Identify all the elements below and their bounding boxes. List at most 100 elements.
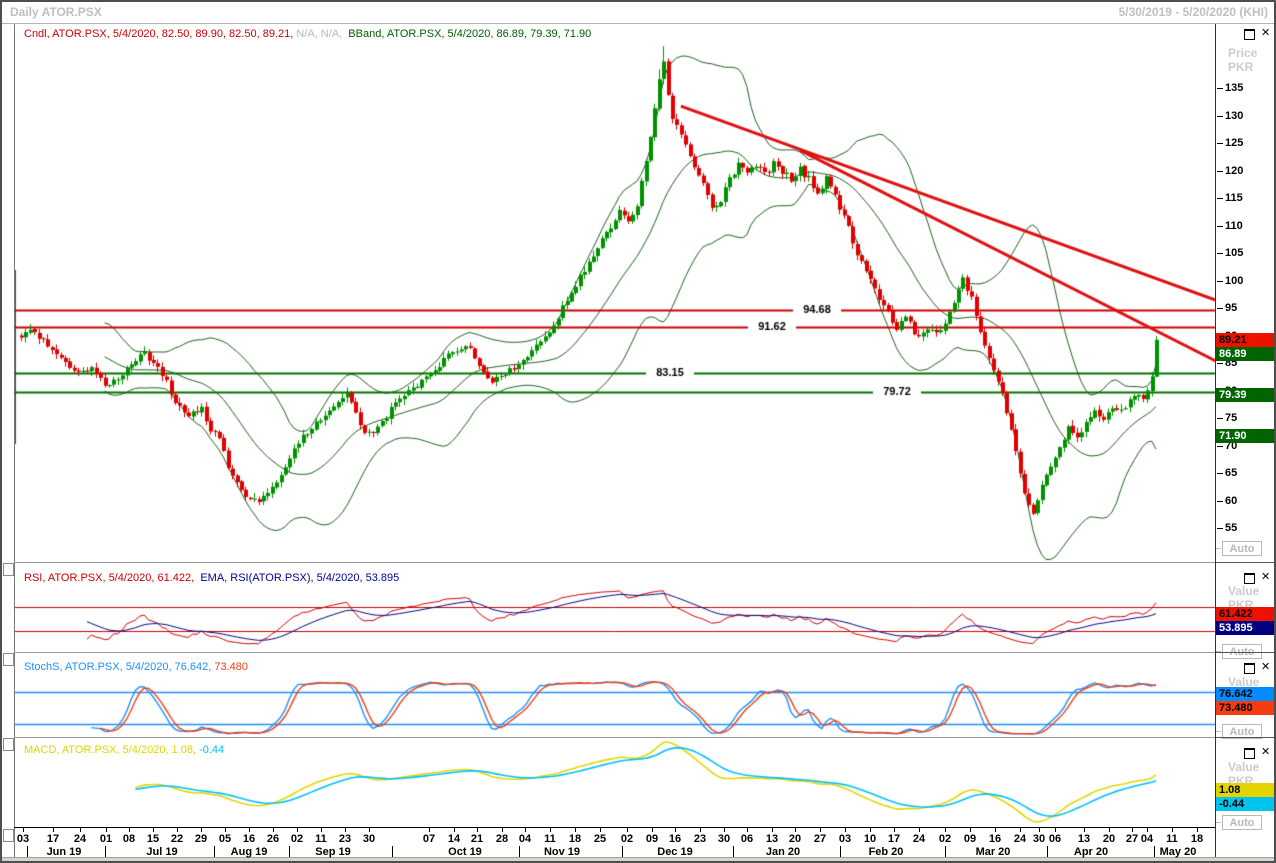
stoch-value-label: 76.642	[1216, 687, 1274, 701]
price-tick-label: 60	[1225, 494, 1238, 507]
price-axis-title: PKR	[1228, 60, 1254, 74]
date-tick-label: 25	[593, 833, 607, 845]
date-tick-label: 29	[194, 833, 208, 845]
date-tick-mark	[80, 828, 81, 832]
date-tick-label: 18	[1190, 833, 1204, 845]
date-tick-mark	[1039, 828, 1040, 832]
month-separator	[840, 846, 841, 857]
price-tick-label: 65	[1225, 467, 1238, 479]
price-value-label: 79.39	[1216, 388, 1274, 402]
rsi-panel-resize-handle[interactable]	[3, 563, 14, 576]
month-separator	[945, 846, 946, 857]
stoch-axis-divider	[1216, 652, 1274, 653]
date-tick-mark	[249, 828, 250, 832]
price-tick-mark	[1217, 500, 1223, 502]
divider-price-rsi[interactable]	[14, 562, 1215, 563]
date-tick-label: 20	[1102, 833, 1116, 845]
divider-rsi-stoch[interactable]	[14, 652, 1215, 653]
date-tick-mark	[675, 828, 676, 832]
date-tick-label: 08	[122, 833, 136, 845]
rsi-axis-title: Value	[1228, 584, 1260, 598]
date-tick-label: 09	[645, 833, 659, 845]
date-tick-mark	[747, 828, 748, 832]
stoch-close-button[interactable]: ✕	[1261, 661, 1271, 673]
macd-value-label: 1.08	[1216, 783, 1274, 797]
price-auto-scale-button[interactable]: Auto	[1222, 541, 1262, 556]
date-tick-label: 06	[1048, 833, 1062, 845]
macd-axis-title: Value	[1228, 760, 1260, 774]
price-value-label: 89.21	[1216, 333, 1274, 347]
price-tick-label: 55	[1225, 522, 1238, 534]
price-value-label: 71.90	[1216, 429, 1274, 443]
date-tick-label: 13	[1077, 833, 1091, 845]
price-legend: Cndl, ATOR.PSX, 5/4/2020, 82.50, 89.90, …	[24, 28, 591, 40]
date-tick-mark	[525, 828, 526, 832]
month-label: Jul 19	[146, 846, 178, 858]
month-label: Aug 19	[230, 846, 268, 858]
price-tick-label: 100	[1225, 274, 1244, 287]
legend-text: BBand, ATOR.PSX, 5/4/2020, 86.89, 79.39,…	[348, 28, 592, 40]
price-tick-mark	[1217, 308, 1223, 309]
date-tick-mark	[700, 828, 701, 832]
price-tick-label: 130	[1225, 109, 1244, 122]
stoch-auto-tick	[1216, 731, 1221, 732]
rsi-maximize-button[interactable]	[1244, 573, 1255, 584]
date-tick-label: 21	[470, 833, 484, 845]
macd-auto-scale-button[interactable]: Auto	[1222, 815, 1262, 830]
date-tick-mark	[1055, 828, 1056, 832]
month-separator	[622, 846, 623, 857]
month-label: Oct 19	[448, 846, 482, 858]
panel-titlebar: Daily ATOR.PSX 5/30/2019 - 5/20/2020 (KH…	[2, 2, 1274, 24]
date-tick-label: 06	[740, 833, 754, 845]
date-tick-label: 02	[938, 833, 952, 845]
price-axis-title: Price	[1228, 46, 1258, 60]
legend-text: N/A, N/A,	[293, 28, 349, 40]
month-label: Sep 19	[315, 846, 351, 858]
price-tick-mark	[1217, 115, 1223, 117]
date-tick-label: 18	[568, 833, 582, 845]
stoch-auto-scale-button[interactable]: Auto	[1222, 724, 1262, 739]
month-separator	[105, 846, 106, 857]
date-tick-mark	[820, 828, 821, 832]
price-tick-label: 105	[1225, 247, 1244, 259]
price-maximize-button[interactable]	[1244, 29, 1255, 40]
legend-text: -0.44	[199, 744, 225, 756]
date-tick-mark	[1084, 828, 1085, 832]
price-close-button[interactable]: ✕	[1261, 27, 1271, 39]
price-tick-mark	[1217, 528, 1223, 529]
date-tick-mark	[477, 828, 478, 832]
macd-panel-resize-handle[interactable]	[3, 738, 14, 751]
divider-stoch-macd[interactable]	[14, 737, 1215, 738]
date-tick-mark	[345, 828, 346, 832]
date-tick-label: 30	[1032, 833, 1046, 845]
price-tick-label: 135	[1225, 82, 1244, 94]
plot-right-border	[1215, 24, 1216, 857]
date-tick-mark	[177, 828, 178, 832]
rsi-close-button[interactable]: ✕	[1261, 571, 1271, 583]
date-tick-label: 16	[988, 833, 1002, 845]
date-tick-mark	[369, 828, 370, 832]
month-label: Jun 19	[46, 846, 82, 858]
date-tick-mark	[23, 828, 24, 832]
month-separator	[733, 846, 734, 857]
macd-close-button[interactable]: ✕	[1261, 746, 1271, 758]
date-tick-label: 01	[99, 833, 113, 845]
rsi-auto-tick	[1216, 651, 1221, 652]
date-tick-label: 09	[963, 833, 977, 845]
month-separator	[289, 846, 290, 857]
xaxis-resize-handle[interactable]	[3, 829, 14, 842]
macd-maximize-button[interactable]	[1244, 748, 1255, 759]
date-tick-mark	[153, 828, 154, 832]
price-value-label: 86.89	[1216, 347, 1274, 361]
date-tick-label: 30	[717, 833, 731, 845]
price-tick-mark	[1217, 88, 1223, 89]
rsi-auto-scale-button[interactable]: Auto	[1222, 644, 1262, 659]
date-tick-mark	[429, 828, 430, 832]
date-tick-label: 24	[73, 833, 87, 845]
stoch-panel-resize-handle[interactable]	[3, 653, 14, 666]
date-tick-mark	[627, 828, 628, 832]
stoch-maximize-button[interactable]	[1244, 663, 1255, 674]
date-tick-label: 26	[266, 833, 280, 845]
stoch-legend: StochS, ATOR.PSX, 5/4/2020, 76.642, 73.4…	[24, 661, 248, 673]
